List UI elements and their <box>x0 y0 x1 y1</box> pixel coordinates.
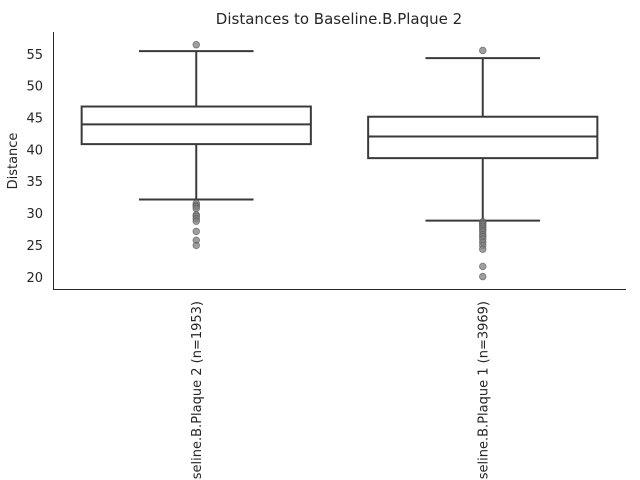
y-tick-label: 35 <box>26 175 43 190</box>
y-tick-label: 55 <box>26 48 43 63</box>
box-group <box>80 41 312 250</box>
outlier-point <box>479 46 487 55</box>
boxes-layer <box>80 41 599 281</box>
chart-title: Distances to Baseline.B.Plaque 2 <box>216 10 462 28</box>
x-tick-label: Baseline.B.Plaque 2 (n=1953) <box>190 301 205 480</box>
outlier-point <box>192 204 200 213</box>
y-axis-ticks: 20 25 30 35 40 45 50 55 <box>26 48 43 286</box>
x-tick-label: Baseline.B.Plaque 1 (n=3969) <box>476 301 491 480</box>
x-axis-ticks: Baseline.B.Plaque 2 (n=1953) Baseline.B.P… <box>190 301 492 480</box>
y-tick-label: 20 <box>26 271 43 286</box>
y-tick-label: 25 <box>26 239 43 254</box>
outlier-point <box>479 262 487 271</box>
outlier-point <box>479 272 487 281</box>
outlier-point <box>192 227 200 236</box>
y-axis-label: Distance <box>6 133 21 190</box>
y-tick-label: 50 <box>26 80 43 95</box>
y-tick-label: 45 <box>26 112 43 127</box>
outlier-point <box>192 241 200 250</box>
outlier-point <box>192 41 200 49</box>
y-tick-label: 30 <box>26 207 43 222</box>
outlier-point <box>192 217 200 225</box>
outlier-point <box>479 245 487 253</box>
y-tick-label: 40 <box>26 143 43 158</box>
box-group <box>367 46 599 281</box>
